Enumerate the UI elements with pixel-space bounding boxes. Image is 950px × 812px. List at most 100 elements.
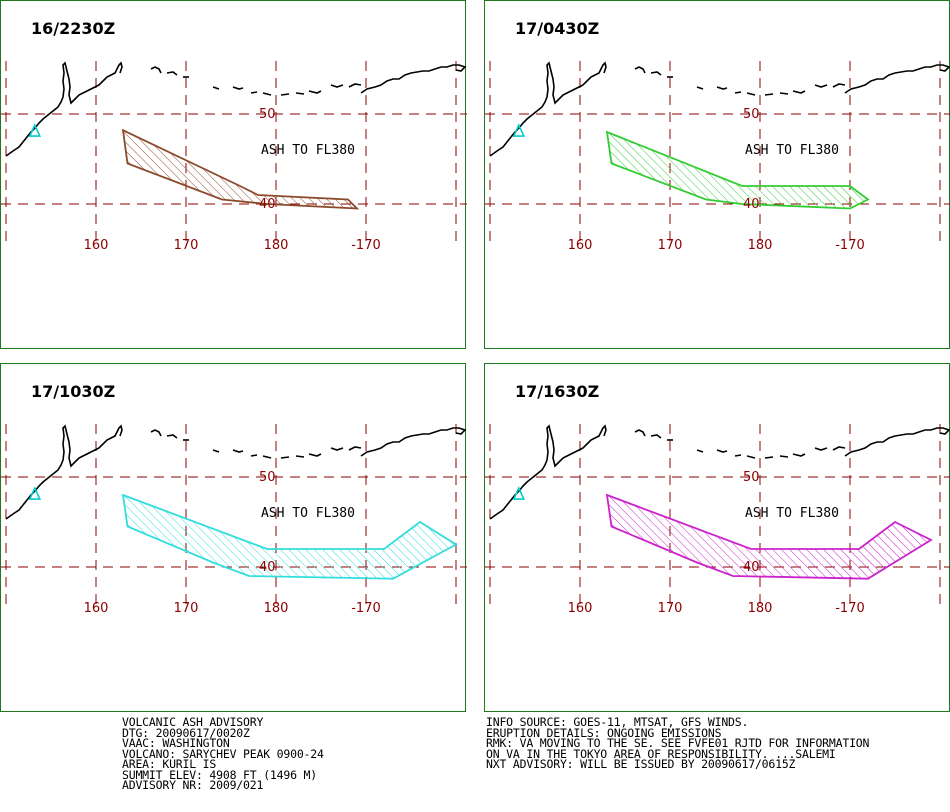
- coastline: [360, 64, 467, 94]
- forecast-panel-4: 50 40 160 170 180 -170 ASH TO FL380 17/1630Z: [484, 363, 950, 712]
- lon-label: -170: [351, 601, 381, 616]
- lat-label: 40: [259, 197, 276, 212]
- lat-label: 50: [259, 470, 276, 485]
- volcano-triangle-icon: [28, 123, 42, 137]
- lon-label: 180: [264, 238, 289, 253]
- coastline: [166, 434, 178, 439]
- advisory-area: AREA: KURIL IS: [122, 757, 217, 771]
- coastline: [489, 424, 607, 520]
- coastline: [844, 64, 950, 94]
- lat-label: 50: [743, 107, 760, 122]
- lon-label: 170: [658, 238, 683, 253]
- coastline: [832, 83, 846, 88]
- ash-plume-polygon: [121, 493, 458, 580]
- coastline: [250, 91, 258, 94]
- coastline: [330, 447, 344, 451]
- coastline: [716, 86, 728, 90]
- coastline: [232, 86, 244, 90]
- map-canvas: 50 40 160 170 180 -170 ASH TO FL380: [485, 61, 950, 253]
- advisory-left-block: VOLCANIC ASH ADVISORY DTG: 20090617/0020…: [122, 717, 324, 791]
- volcano-triangle-icon: [512, 123, 526, 137]
- coastline: [489, 61, 607, 157]
- coastline: [844, 427, 950, 457]
- coastline: [262, 455, 272, 459]
- coastline: [734, 454, 742, 457]
- coastline: [814, 447, 828, 451]
- coastline: [650, 434, 662, 439]
- lon-label: -170: [351, 238, 381, 253]
- coastline: [295, 455, 305, 458]
- coastline: [814, 84, 828, 88]
- coastline: [232, 449, 244, 453]
- volcano-triangle-icon: [28, 486, 42, 500]
- lat-label: 50: [743, 470, 760, 485]
- coastline: [166, 71, 178, 76]
- advisory-vaac: VAAC: WASHINGTON: [122, 736, 230, 750]
- coastline: [212, 86, 220, 90]
- advisory-remark-cont: ON VA IN THE TOKYO AREA OF RESPONSIBILIT…: [486, 746, 836, 761]
- advisory-title: VOLCANIC ASH ADVISORY: [122, 715, 264, 729]
- lon-label: 160: [84, 601, 109, 616]
- ash-plume-polygon: [121, 128, 360, 210]
- map-canvas: 50 40 160 170 180 -170 ASH TO FL380: [1, 424, 467, 616]
- advisory-summit: SUMMIT ELEV: 4908 FT (1496 M): [122, 767, 317, 782]
- panel-time-label: 16/2230Z: [31, 19, 116, 38]
- coastline: [150, 66, 162, 74]
- advisory-right-block: INFO SOURCE: GOES-11, MTSAT, GFS WINDS. …: [486, 717, 869, 770]
- coastline: [150, 429, 162, 437]
- coastline: [764, 93, 774, 96]
- coastline: [634, 66, 646, 74]
- coastline: [696, 86, 704, 90]
- lat-label: 40: [743, 197, 760, 212]
- coastline: [634, 429, 646, 437]
- map-canvas: 50 40 160 170 180 -170 ASH TO FL380: [485, 424, 950, 616]
- coastline: [280, 456, 290, 459]
- coastline: [212, 449, 220, 453]
- coastline: [262, 92, 272, 96]
- ash-level-label: ASH TO FL380: [261, 506, 355, 521]
- lon-label: -170: [835, 238, 865, 253]
- ash-level-label: ASH TO FL380: [261, 143, 355, 158]
- panel-time-label: 17/1030Z: [31, 382, 116, 401]
- coastline: [746, 92, 756, 96]
- advisory-info-source: INFO SOURCE: GOES-11, MTSAT, GFS WINDS.: [486, 715, 749, 729]
- forecast-panel-2: 50 40 160 170 180 -170 ASH TO FL380 17/0430Z: [484, 0, 950, 349]
- lon-label: 160: [568, 601, 593, 616]
- ash-plume-polygon: [605, 130, 870, 210]
- coastline: [250, 454, 258, 457]
- coastline: [779, 92, 789, 95]
- lat-label: 40: [259, 560, 276, 575]
- forecast-panel-1: 50 40 160 170 180 -170 ASH TO FL380 16/2230Z: [0, 0, 467, 349]
- coastline: [295, 92, 305, 95]
- lat-label: 40: [743, 560, 760, 575]
- coastline: [746, 455, 756, 459]
- coastline: [832, 446, 846, 451]
- coastline: [734, 91, 742, 94]
- coastline: [716, 449, 728, 453]
- lon-label: 180: [264, 601, 289, 616]
- lon-label: 170: [174, 601, 199, 616]
- coastline: [779, 455, 789, 458]
- map-canvas: 50 40 160 170 180 -170 ASH TO FL380: [1, 61, 467, 253]
- lon-label: -170: [835, 601, 865, 616]
- lon-label: 160: [84, 238, 109, 253]
- coastline: [696, 449, 704, 453]
- coastline: [792, 453, 806, 457]
- panel-time-label: 17/0430Z: [515, 19, 600, 38]
- coastline: [650, 71, 662, 76]
- lon-label: 180: [748, 238, 773, 253]
- coastline: [308, 453, 322, 457]
- lon-label: 170: [658, 601, 683, 616]
- coastline: [5, 61, 123, 157]
- lat-label: 50: [259, 107, 276, 122]
- lon-label: 170: [174, 238, 199, 253]
- panel-time-label: 17/1630Z: [515, 382, 600, 401]
- advisory-volcano: VOLCANO: SARYCHEV PEAK 0900-24: [122, 746, 324, 761]
- advisory-next: NXT ADVISORY: WILL BE ISSUED BY 20090617…: [486, 757, 796, 771]
- forecast-panel-3: 50 40 160 170 180 -170 ASH TO FL380 17/1030Z: [0, 363, 467, 712]
- advisory-dtg: DTG: 20090617/0020Z: [122, 725, 250, 740]
- advisory-number: ADVISORY NR: 2009/021: [122, 778, 264, 792]
- coastline: [330, 84, 344, 88]
- ash-level-label: ASH TO FL380: [745, 506, 839, 521]
- lon-label: 160: [568, 238, 593, 253]
